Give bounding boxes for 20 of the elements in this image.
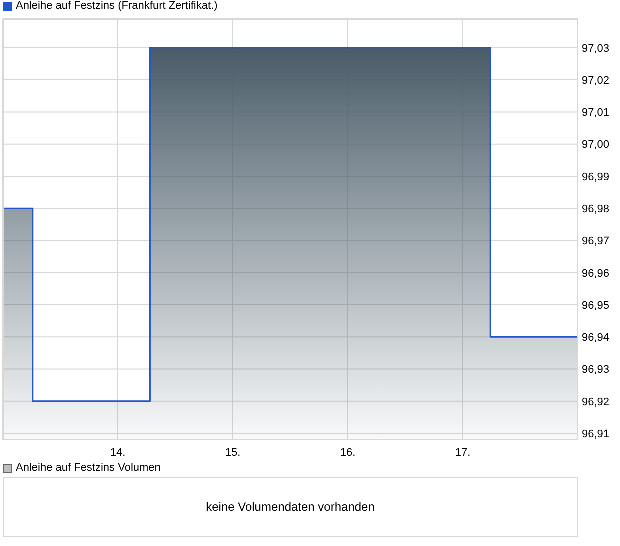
y-tick-label: 97,02: [582, 74, 610, 87]
y-tick-label: 96,93: [582, 364, 610, 376]
y-tick-label: 96,98: [582, 204, 610, 216]
y-tick-label: 97,00: [582, 139, 610, 152]
y-tick-label: 97,03: [582, 42, 610, 55]
y-tick-label: 96,92: [582, 396, 610, 408]
y-tick-label: 97,01: [582, 107, 610, 120]
x-tick-label: 14.: [110, 446, 126, 459]
x-tick-label: 16.: [340, 446, 356, 459]
text: keine Volumendaten vorhanden: [206, 500, 375, 514]
y-tick-label: 96,96: [582, 268, 610, 280]
y-tick-label: 96,97: [582, 236, 610, 248]
legend-label: Anleihe auf Festzins Volumen: [16, 462, 161, 474]
legend-label: Anleihe auf Festzins (Frankfurt Zertifikat.): [16, 0, 218, 12]
y-tick-label: 96,94: [582, 332, 610, 344]
x-tick-label: 17.: [455, 446, 471, 459]
y-tick-label: 96,91: [582, 428, 610, 440]
y-tick-label: 96,95: [582, 300, 610, 312]
y-tick-label: 96,99: [582, 171, 610, 184]
x-tick-label: 15.: [225, 446, 241, 459]
